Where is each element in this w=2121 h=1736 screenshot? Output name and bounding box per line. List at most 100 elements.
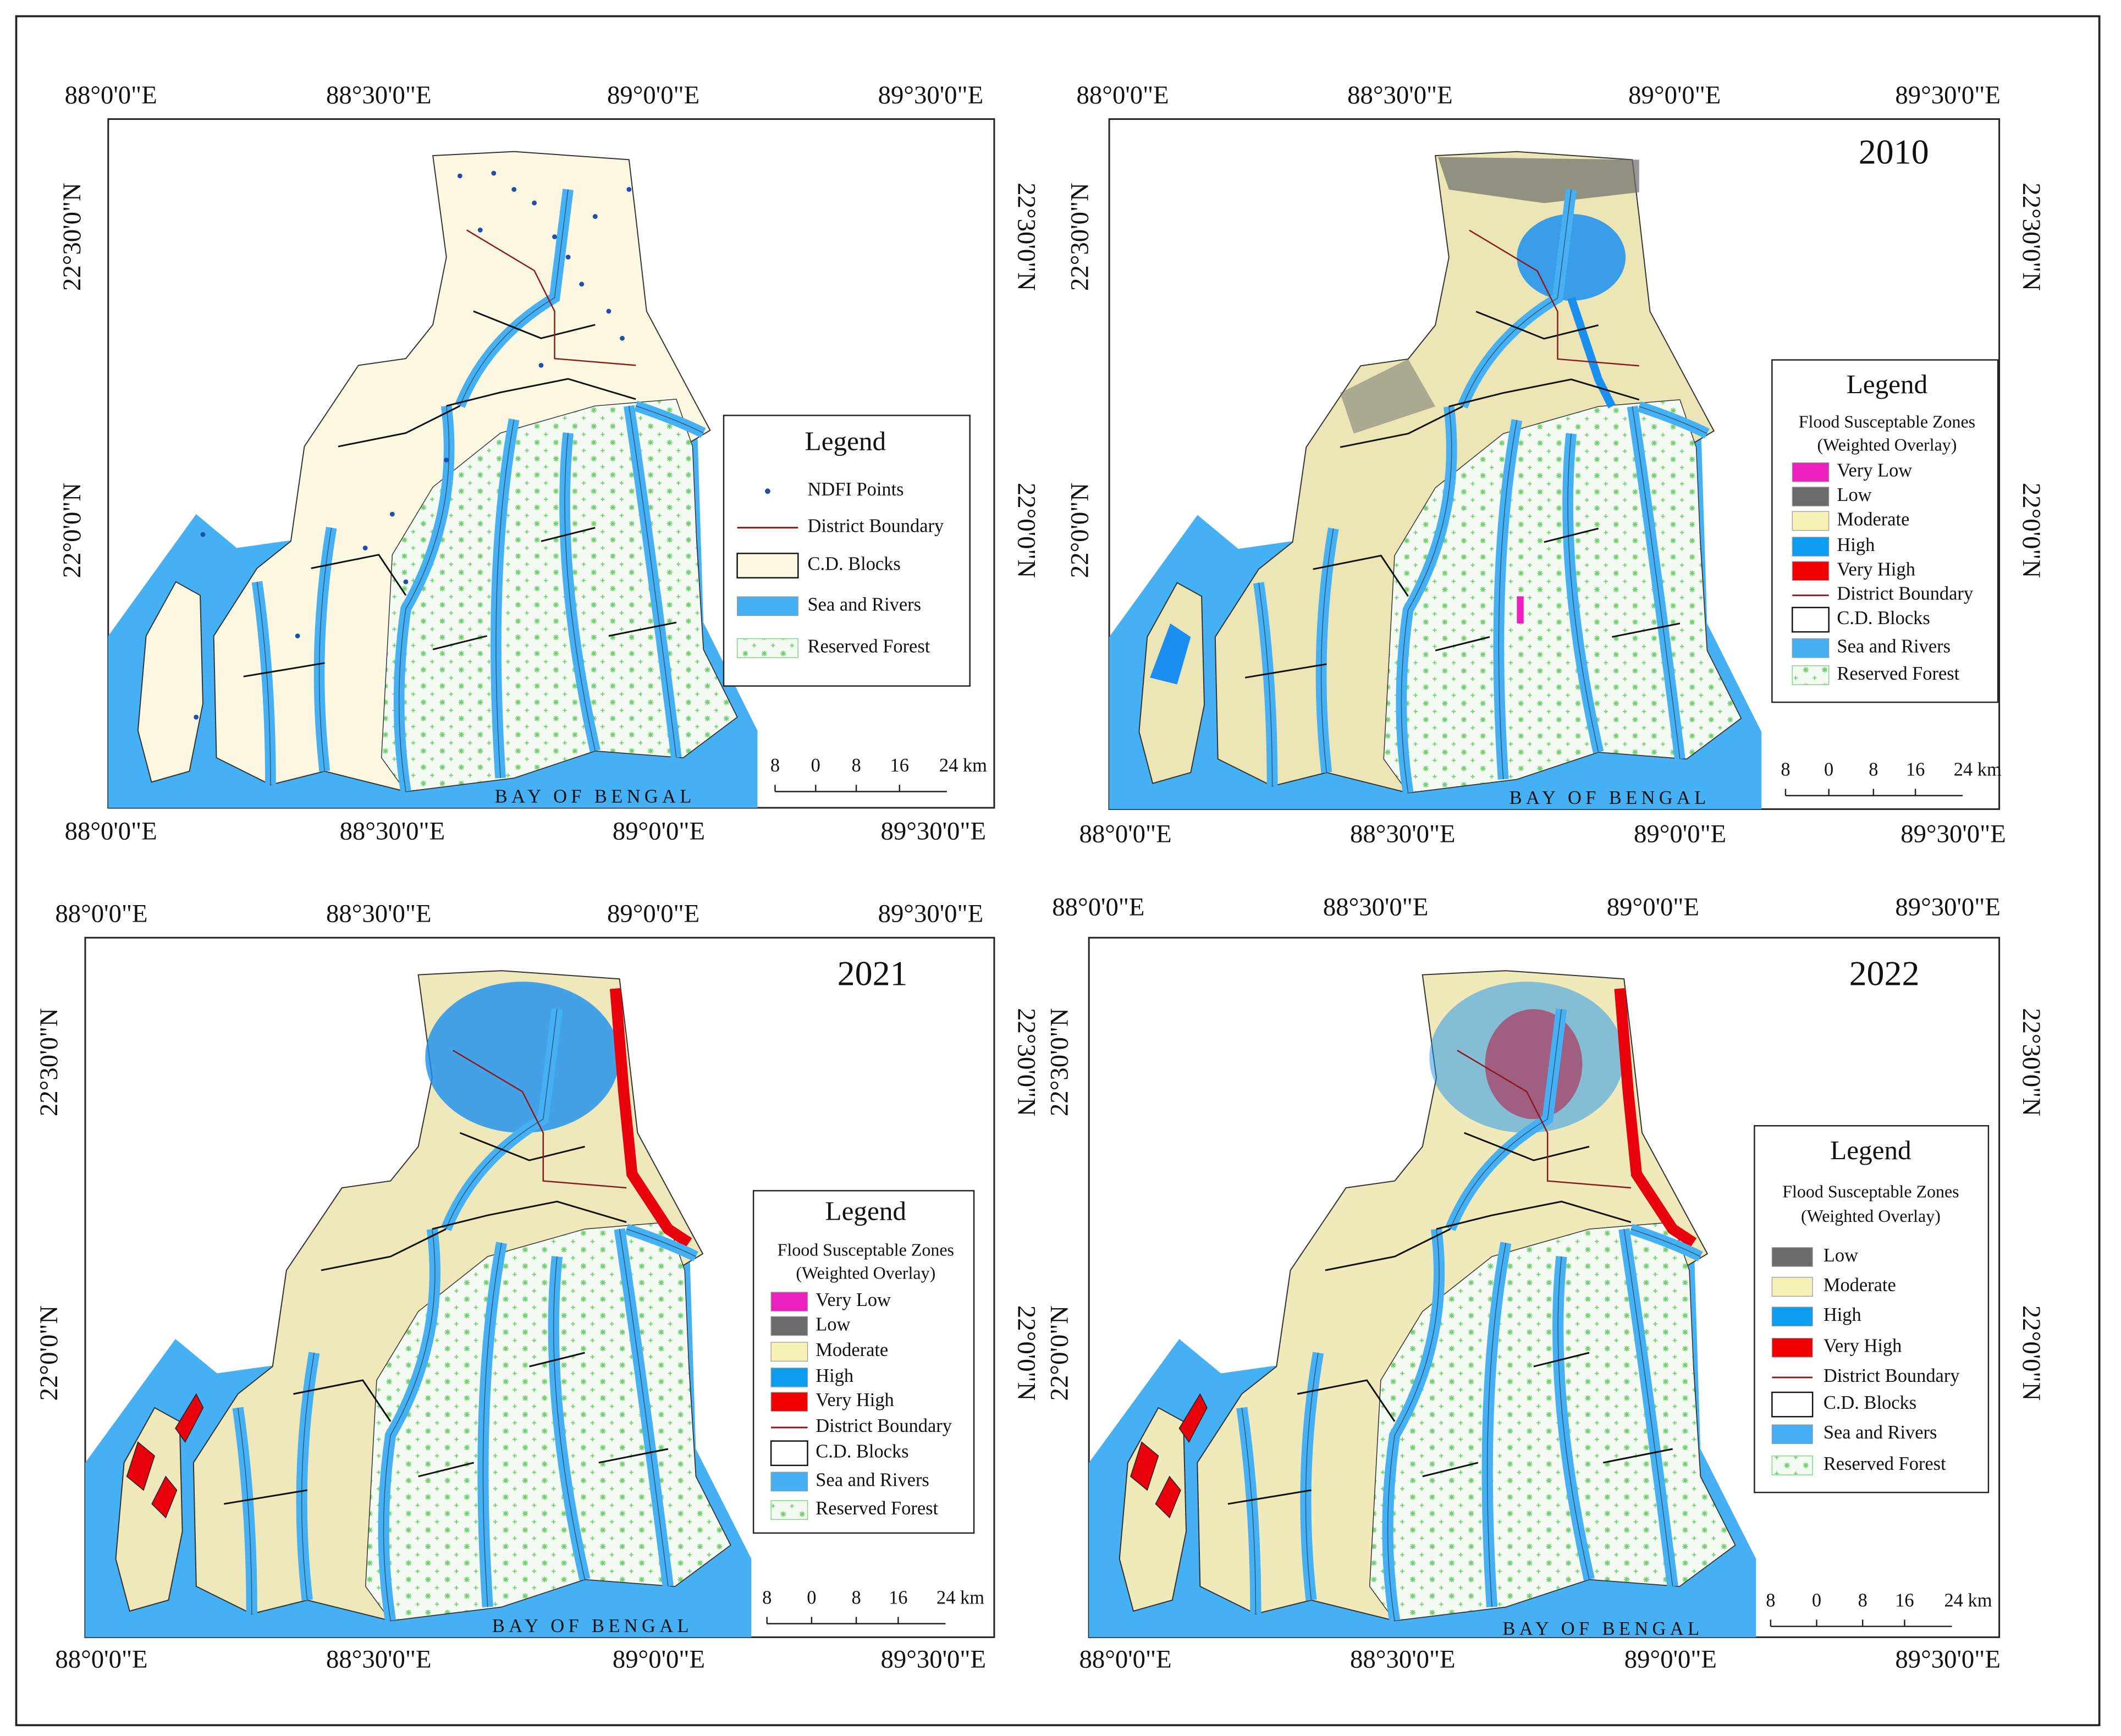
block-boundary — [432, 1200, 627, 1230]
legend-label: District Boundary — [816, 1415, 952, 1436]
legend-symbol — [1771, 1391, 1814, 1418]
block-boundary — [1435, 636, 1490, 652]
legend-symbol — [770, 1316, 808, 1336]
map-year: 2021 — [838, 954, 908, 993]
river-bank — [459, 189, 569, 406]
bottom-coordinate-label: 89°30'0"E — [881, 817, 987, 845]
ndfi-point — [200, 532, 206, 537]
legend-label: Moderate — [1837, 509, 1909, 530]
legend-subtitle: (Weighted Overlay) — [1817, 435, 1957, 454]
bottom-coordinate-label: 89°0'0"E — [613, 1645, 705, 1673]
river-bank — [1401, 406, 1452, 793]
map-panel: 88°0'0"E 88°30'0"E 89°0'0"E 89°30'0"E 88°0'0… — [1045, 892, 2046, 1673]
legend-symbol — [736, 638, 799, 658]
river-bank — [398, 406, 450, 792]
river-bank — [237, 1407, 252, 1614]
ndfi-point — [565, 255, 571, 260]
top-coordinate-label: 88°0'0"E — [1052, 892, 1144, 921]
river-bank — [482, 1242, 502, 1607]
block-boundary — [598, 1448, 669, 1464]
scale-label: 8 — [1766, 1590, 1775, 1611]
bottom-coordinate-label: 88°30'0"E — [340, 817, 445, 845]
river-bank — [1498, 420, 1518, 780]
legend-symbol — [736, 596, 798, 616]
left-coordinate-label: 22°30'0"N — [35, 1008, 63, 1116]
scale-label: 16 — [890, 755, 909, 776]
legend-subtitle: (Weighted Overlay) — [796, 1263, 935, 1282]
right-coordinate-label: 22°30'0"N — [2017, 183, 2046, 291]
scale-label: 8 — [1869, 759, 1878, 780]
top-coordinate-label: 89°0'0"E — [607, 900, 699, 928]
block-boundary — [311, 554, 407, 596]
ndfi-point — [477, 227, 483, 233]
block-boundary — [243, 662, 325, 677]
top-coordinate-label: 89°30'0"E — [878, 81, 984, 109]
right-coordinate-label: 22°0'0"N — [2017, 483, 2046, 578]
block-boundary — [1436, 1200, 1632, 1230]
very-low-zone — [1517, 596, 1524, 624]
river-bank — [1486, 1242, 1507, 1607]
legend-label: Moderate — [1823, 1275, 1896, 1296]
scale-label: 0 — [807, 1587, 816, 1608]
river-bank — [1320, 528, 1334, 773]
right-coordinate-label: 22°0'0"N — [1012, 1305, 1040, 1401]
right-coordinate-label: 22°0'0"N — [1012, 483, 1040, 578]
river-bank — [445, 1009, 558, 1230]
right-coordinate-label: 22°30'0"N — [1012, 1008, 1040, 1116]
legend-label: Very Low — [816, 1289, 891, 1310]
district-boundary — [1457, 1050, 1631, 1189]
scale-label: 16 — [889, 1587, 907, 1608]
very-high-zone — [1614, 988, 1697, 1248]
legend-subtitle: (Weighted Overlay) — [1801, 1206, 1941, 1226]
legend-label: C.D. Blocks — [1823, 1392, 1916, 1413]
legend-label: Very High — [1837, 559, 1915, 580]
bottom-coordinate-label: 88°0'0"E — [1079, 1645, 1171, 1673]
sea-label: BAY OF BENGAL — [1510, 787, 1710, 808]
right-coordinate-label: 22°0'0"N — [2017, 1305, 2046, 1401]
scale-label: 0 — [1812, 1590, 1821, 1611]
legend-label: Low — [1823, 1245, 1858, 1266]
very-high-zone — [1130, 1393, 1208, 1519]
top-coordinate-label: 88°0'0"E — [55, 900, 147, 928]
right-coordinate-label: 22°30'0"N — [1012, 183, 1040, 291]
reserved-forest — [365, 1221, 731, 1622]
legend-title: Legend — [805, 426, 886, 456]
legend-symbol — [1792, 665, 1830, 685]
legend-label: District Boundary — [1837, 583, 1973, 604]
legend-title: Legend — [1830, 1135, 1911, 1165]
ndfi-point — [457, 173, 462, 179]
legend-label: Very High — [816, 1390, 894, 1410]
legend-label: Sea and Rivers — [1837, 636, 1951, 657]
map-body — [1109, 151, 1762, 809]
legend-label: Low — [1837, 484, 1871, 505]
block-boundary — [338, 405, 460, 448]
top-coordinate-label: 88°0'0"E — [1077, 81, 1169, 109]
legend-label: NDFI Points — [808, 479, 904, 500]
top-coordinate-label: 88°30'0"E — [1323, 892, 1429, 921]
top-coordinate-label: 89°30'0"E — [878, 900, 984, 928]
ndfi-point — [626, 187, 632, 192]
sea-label: BAY OF BENGAL — [492, 1616, 693, 1636]
high-zone — [425, 982, 620, 1133]
top-coordinate-label: 89°0'0"E — [1607, 892, 1699, 921]
left-coordinate-label: 22°30'0"N — [1045, 1008, 1074, 1116]
legend-symbol — [770, 1292, 808, 1311]
block-boundary — [321, 1228, 447, 1271]
legend-symbol — [1771, 1247, 1813, 1267]
island — [1138, 582, 1205, 784]
ndfi-point — [511, 187, 517, 192]
very-high-zone — [126, 1393, 204, 1519]
map-year: 2022 — [1849, 954, 1920, 993]
scale-label: 8 — [1858, 1590, 1867, 1611]
legend-symbol — [1792, 561, 1830, 581]
legend-symbol — [1792, 462, 1830, 482]
scale-label: 0 — [811, 755, 820, 776]
ndfi-point — [532, 200, 537, 206]
river-bank — [629, 406, 677, 758]
bottom-coordinate-label: 88°30'0"E — [326, 1645, 432, 1673]
legend-title: Legend — [825, 1195, 906, 1226]
left-coordinate-label: 22°30'0"N — [58, 183, 86, 291]
legend-symbol — [1771, 1277, 1813, 1297]
block-boundary — [1612, 622, 1681, 638]
top-coordinate-label: 88°30'0"E — [1347, 81, 1453, 109]
